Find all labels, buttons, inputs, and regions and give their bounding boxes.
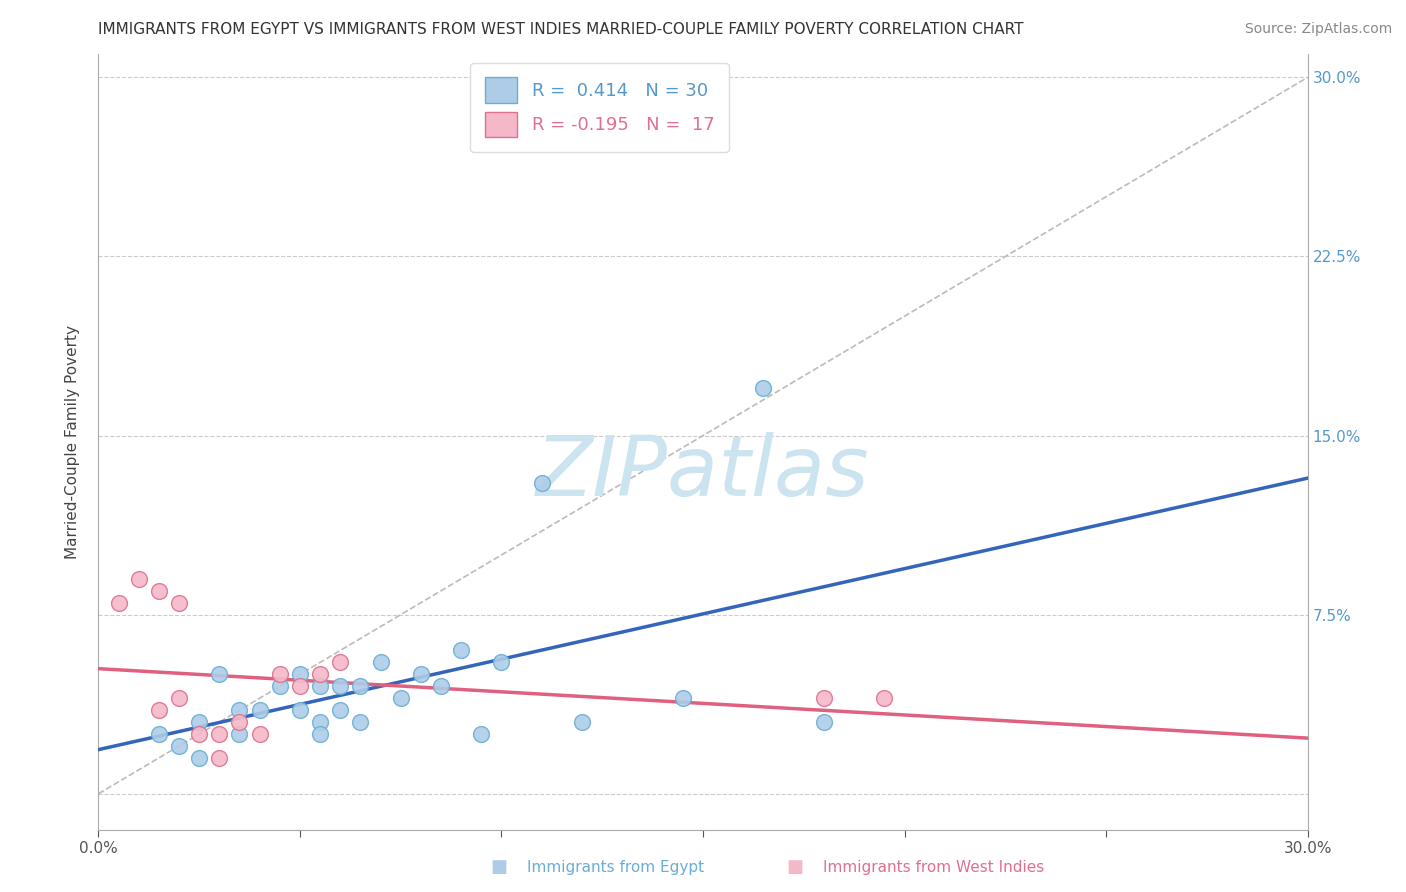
- Point: [309, 727, 332, 741]
- Point: [188, 751, 211, 765]
- Point: [309, 667, 332, 681]
- Text: ■: ■: [786, 858, 803, 876]
- Text: ZIPatlas: ZIPatlas: [536, 432, 870, 513]
- Point: [309, 679, 332, 693]
- Point: [269, 679, 291, 693]
- Point: [167, 739, 190, 753]
- Point: [148, 727, 170, 741]
- Point: [430, 679, 453, 693]
- Point: [208, 751, 231, 765]
- Text: Immigrants from West Indies: Immigrants from West Indies: [823, 861, 1043, 875]
- Point: [571, 715, 593, 730]
- Text: ■: ■: [491, 858, 508, 876]
- Point: [409, 667, 432, 681]
- Point: [288, 667, 311, 681]
- Point: [228, 715, 250, 730]
- Point: [329, 656, 352, 670]
- Point: [329, 703, 352, 717]
- Point: [288, 703, 311, 717]
- Legend: R =  0.414   N = 30, R = -0.195   N =  17: R = 0.414 N = 30, R = -0.195 N = 17: [470, 62, 728, 152]
- Point: [813, 691, 835, 706]
- Point: [269, 667, 291, 681]
- Point: [228, 727, 250, 741]
- Point: [470, 727, 492, 741]
- Point: [167, 596, 190, 610]
- Point: [167, 691, 190, 706]
- Point: [208, 667, 231, 681]
- Point: [107, 596, 129, 610]
- Point: [450, 643, 472, 657]
- Point: [288, 679, 311, 693]
- Point: [389, 691, 412, 706]
- Point: [491, 656, 513, 670]
- Point: [148, 583, 170, 598]
- Point: [148, 703, 170, 717]
- Point: [249, 727, 271, 741]
- Point: [873, 691, 896, 706]
- Point: [349, 679, 371, 693]
- Point: [249, 703, 271, 717]
- Point: [349, 715, 371, 730]
- Point: [188, 715, 211, 730]
- Text: IMMIGRANTS FROM EGYPT VS IMMIGRANTS FROM WEST INDIES MARRIED-COUPLE FAMILY POVER: IMMIGRANTS FROM EGYPT VS IMMIGRANTS FROM…: [98, 22, 1024, 37]
- Point: [208, 727, 231, 741]
- Y-axis label: Married-Couple Family Poverty: Married-Couple Family Poverty: [65, 325, 80, 558]
- Point: [128, 572, 150, 586]
- Point: [329, 679, 352, 693]
- Point: [813, 715, 835, 730]
- Point: [370, 656, 392, 670]
- Point: [672, 691, 695, 706]
- Point: [530, 476, 553, 491]
- Point: [228, 703, 250, 717]
- Text: Immigrants from Egypt: Immigrants from Egypt: [527, 861, 704, 875]
- Point: [752, 381, 775, 395]
- Point: [309, 715, 332, 730]
- Text: Source: ZipAtlas.com: Source: ZipAtlas.com: [1244, 22, 1392, 37]
- Point: [188, 727, 211, 741]
